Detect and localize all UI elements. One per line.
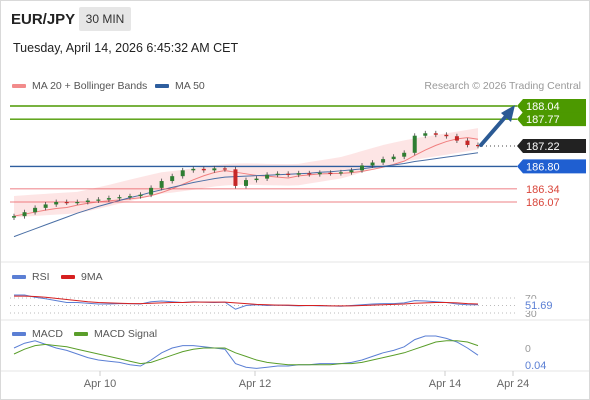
candle-body (33, 207, 38, 213)
candle-body (275, 173, 280, 175)
candle-body (433, 133, 438, 135)
rsi-tick-label: 30 (525, 308, 537, 320)
rsi-swatch (12, 275, 26, 279)
candle-body (96, 199, 101, 201)
candle-body (64, 202, 69, 204)
ma20-line (13, 137, 479, 217)
macd-swatch (12, 332, 26, 336)
x-tick-label: Apr 10 (84, 378, 116, 390)
x-tick-label: Apr 12 (239, 378, 271, 390)
level-tag-label: 188.04 (526, 101, 560, 113)
candle-body (360, 165, 364, 171)
legend-macd-signal-label: MACD Signal (94, 328, 158, 340)
candle-body (444, 134, 449, 137)
support-level-label: 186.34 (526, 184, 560, 196)
candle-body (12, 216, 16, 218)
level-tag-last: 187.22 (517, 138, 586, 153)
level-tag-label: 186.80 (526, 161, 560, 173)
candle-body (381, 159, 386, 163)
candle-body (191, 168, 196, 171)
macd-signal-line (13, 340, 479, 366)
candle-body (170, 176, 175, 182)
ma50-swatch (155, 84, 169, 88)
level-tag-pivot: 186.80 (517, 159, 586, 174)
candle-body (286, 173, 291, 175)
candle-body (233, 169, 238, 186)
candle-body (476, 144, 480, 147)
candle-body (222, 168, 227, 170)
legend-rsi-ma: 9MA (61, 271, 103, 283)
level-tag-shape (517, 138, 586, 153)
macd-signal-swatch (74, 332, 88, 336)
candle-body (128, 196, 132, 198)
rsi-ma-swatch (61, 275, 75, 279)
legend-macd-signal: MACD Signal (74, 328, 157, 340)
legend-ma50: MA 50 (155, 80, 205, 92)
candle-body (22, 212, 27, 217)
candle-body (212, 168, 217, 171)
candle-body (328, 172, 333, 174)
candle-body (402, 152, 407, 157)
legend-rsi: RSI (12, 271, 50, 283)
candle-body (296, 173, 301, 175)
symbol-title: EUR/JPY (11, 11, 76, 28)
candle-body (338, 172, 343, 174)
macd-line (13, 335, 479, 369)
macd-value-label: 0.04 (525, 360, 546, 372)
candle-body (465, 140, 470, 145)
candle-body (265, 174, 270, 179)
candle-body (244, 180, 248, 186)
candle-body (412, 135, 417, 153)
candle-body (106, 198, 111, 200)
legend-ma20: MA 20 + Bollinger Bands (12, 80, 147, 92)
rsi-value-bg (522, 298, 558, 311)
legend-ma20-label: MA 20 + Bollinger Bands (32, 80, 148, 92)
legend-rsi-ma-label: 9MA (81, 271, 103, 283)
credit-text: Research © 2026 Trading Central (424, 80, 581, 92)
rsi-value-label: 51.69 (525, 300, 553, 312)
datetime-label: Tuesday, April 14, 2026 6:45:32 AM CET (13, 41, 239, 55)
candle-body (201, 168, 206, 171)
legend-macd: MACD (12, 328, 63, 340)
rsi-line (14, 294, 478, 310)
ma20-swatch (12, 84, 26, 88)
candle-body (317, 172, 322, 175)
level-tag-label: 187.77 (526, 114, 560, 126)
forecast-arrow-head (501, 105, 515, 122)
candle-body (423, 133, 428, 136)
candle-body (159, 181, 164, 188)
macd-tick-label: 0 (525, 343, 531, 355)
legend-ma50-label: MA 50 (175, 80, 205, 92)
rsi-ma-line (14, 295, 479, 307)
level-tag-target: 187.77 (517, 112, 586, 127)
level-tag-shape (517, 99, 586, 113)
level-tag-shape (517, 112, 586, 127)
level-tag-label: 187.22 (526, 141, 560, 153)
candle-body (117, 197, 122, 199)
candle-body (54, 202, 59, 205)
level-tag-shape (517, 159, 586, 174)
candle-body (254, 178, 259, 181)
candle-body (349, 170, 354, 173)
x-tick-label: Apr 24 (497, 378, 529, 390)
support-level-label: 186.07 (526, 197, 560, 209)
legend-rsi-label: RSI (32, 271, 50, 283)
candle-body (85, 200, 90, 202)
legend-macd-label: MACD (32, 328, 63, 340)
candle-body (370, 162, 375, 166)
candle-body (43, 204, 48, 208)
candle-body (149, 187, 154, 195)
level-tag-target: 188.04 (517, 99, 586, 113)
candle-body (454, 136, 459, 141)
timeframe-button[interactable]: 30 MIN (79, 7, 131, 31)
ma50-line (13, 152, 479, 238)
candle-body (180, 170, 185, 177)
candle-body (391, 156, 396, 160)
candle-body (138, 194, 143, 197)
candle-body (75, 202, 80, 204)
x-tick-label: Apr 14 (429, 378, 461, 390)
candle-body (307, 173, 312, 175)
forecast-arrow-shaft (479, 113, 509, 147)
